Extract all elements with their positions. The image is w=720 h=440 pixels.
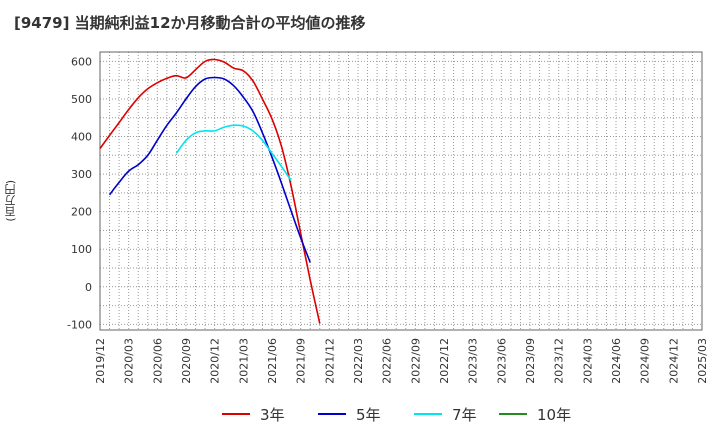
x-tick-label: 2020/12	[209, 338, 222, 384]
legend-item: 7年	[414, 402, 477, 426]
x-tick-label: 2020/09	[180, 338, 193, 384]
legend-label: 3年	[260, 405, 285, 424]
x-tick-label: 2020/06	[151, 338, 164, 384]
legend-label: 7年	[452, 405, 477, 424]
y-tick-label: 500	[71, 93, 92, 106]
legend-label: 5年	[356, 405, 381, 424]
x-tick-label: 2022/12	[438, 338, 451, 384]
legend: 3年 5年 7年 10年	[0, 402, 720, 426]
x-tick-label: 2021/09	[295, 338, 308, 384]
x-tick-label: 2020/03	[123, 338, 136, 384]
x-tick-label: 2021/06	[266, 338, 279, 384]
x-tick-label: 2023/09	[524, 338, 537, 384]
legend-item: 5年	[318, 402, 381, 426]
x-tick-label: 2021/03	[237, 338, 250, 384]
legend-swatch	[414, 413, 442, 415]
y-tick-label: 600	[71, 55, 92, 68]
legend-swatch	[222, 413, 250, 415]
series-line-5年	[108, 76, 311, 263]
plot-area: -100 0 100 200 300 400 500 600 2019/12 2020/03 202…	[67, 51, 709, 384]
x-tick-label: 2024/12	[667, 338, 680, 384]
legend-swatch	[318, 413, 346, 415]
y-tick-label: 0	[85, 281, 92, 294]
y-tick-label: 300	[71, 168, 92, 181]
x-tick-label: 2022/09	[409, 338, 422, 384]
plot-border	[99, 51, 703, 331]
x-tick-label: 2019/12	[94, 338, 107, 384]
legend-item: 10年	[499, 402, 571, 426]
y-tick-label: 100	[71, 243, 92, 256]
x-tick-label: 2022/03	[352, 338, 365, 384]
x-tick-label: 2021/12	[323, 338, 336, 384]
legend-item: 3年	[222, 402, 285, 426]
x-tick-label: 2024/06	[610, 338, 623, 384]
legend-swatch	[499, 413, 527, 415]
legend-label: 10年	[537, 405, 572, 424]
y-tick-label: 400	[71, 131, 92, 144]
x-tick-label: 2022/06	[381, 338, 394, 384]
x-tick-label: 2025/03	[696, 338, 709, 384]
x-tick-label: 2024/09	[639, 338, 652, 384]
x-tick-label: 2023/06	[495, 338, 508, 384]
x-tick-label: 2023/12	[553, 338, 566, 384]
x-tick-label: 2023/03	[467, 338, 480, 384]
series-line-7年	[175, 124, 292, 181]
y-tick-label: 200	[71, 206, 92, 219]
x-tick-label: 2024/03	[581, 338, 594, 384]
y-tick-label: -100	[67, 318, 92, 331]
chart-title: [9479] 当期純利益12か月移動合計の平均値の推移	[14, 14, 366, 32]
series-line-3年	[99, 58, 321, 324]
